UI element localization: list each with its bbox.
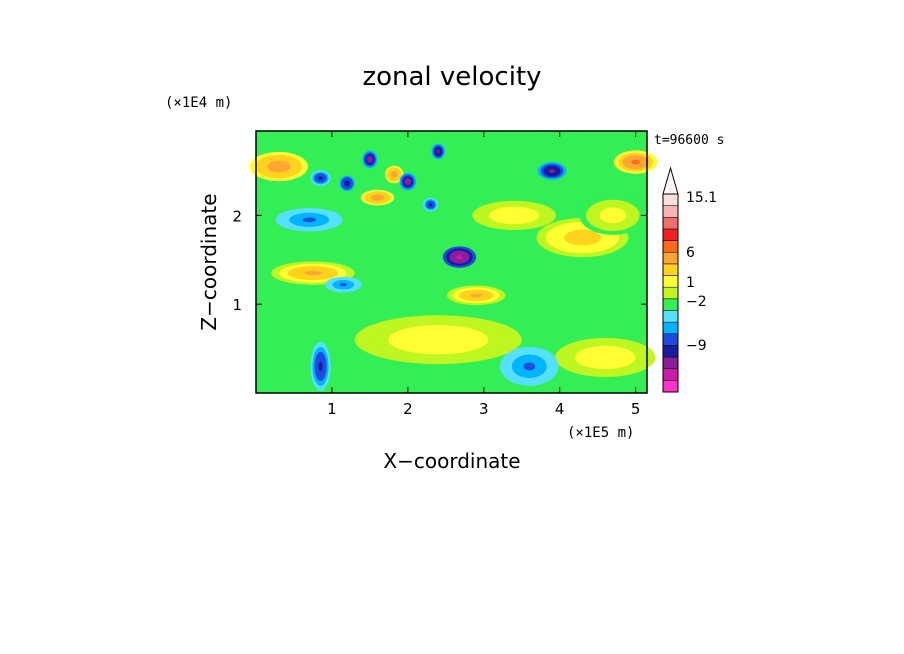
colorbar-swatch <box>662 263 679 276</box>
colorbar-swatch <box>662 333 679 346</box>
colorbar-label: −9 <box>686 338 707 354</box>
y-tick-label: 1 <box>232 296 242 314</box>
contour-band <box>406 179 410 184</box>
field-feature <box>324 276 362 293</box>
colorbar-swatch <box>662 298 679 311</box>
colorbar-swatch <box>662 368 679 381</box>
field-feature <box>360 189 395 206</box>
contour-band <box>595 353 616 362</box>
field-feature <box>446 285 506 306</box>
field-feature <box>555 337 656 378</box>
field-feature <box>442 246 477 268</box>
plot-area <box>249 130 658 394</box>
y-axis-ticks: 12 <box>232 207 647 314</box>
colorbar-frame <box>662 193 679 393</box>
field-feature <box>537 162 567 180</box>
field-features <box>249 143 658 391</box>
x-tick-label: 5 <box>631 400 641 418</box>
x-axis-ticks: 1 2 3 4 5 <box>327 131 640 418</box>
colorbar-arrow <box>662 166 679 195</box>
colorbar-swatch <box>662 228 679 241</box>
contour-band <box>429 203 433 207</box>
colorbar-swatch <box>662 251 679 265</box>
y-axis-label: Z−coordinate <box>197 193 221 330</box>
contour-band <box>505 212 523 219</box>
colorbar-label: 15.1 <box>686 190 717 206</box>
x-tick-label: 4 <box>555 400 565 418</box>
colorbar-swatch <box>662 193 679 206</box>
field-feature <box>310 170 331 186</box>
chart-title: zonal velocity <box>362 62 541 92</box>
field-feature <box>500 346 559 386</box>
contour-band <box>272 163 285 170</box>
contour-band <box>631 159 640 165</box>
colorbar-swatch <box>662 286 679 300</box>
field-feature <box>275 208 343 232</box>
field-feature <box>423 197 439 212</box>
contour-band <box>368 157 372 162</box>
contour-band <box>339 283 347 287</box>
contour-band <box>523 362 536 371</box>
contour-band <box>456 254 463 260</box>
contour-band <box>318 361 323 372</box>
field-feature <box>613 150 658 174</box>
time-label: t=96600 s <box>654 133 724 148</box>
colorbar-swatch <box>662 356 679 369</box>
x-axis-label: X−coordinate <box>383 449 520 473</box>
field-feature <box>431 143 445 160</box>
field-feature <box>399 172 417 191</box>
contour-band <box>304 270 322 276</box>
contour-band <box>421 334 455 345</box>
field-feature <box>362 150 378 169</box>
contour-band <box>392 172 397 177</box>
colorbar-swatch <box>662 205 679 218</box>
y-tick-label: 2 <box>232 207 242 225</box>
field-feature <box>472 200 556 231</box>
colorbar-swatch <box>662 217 679 230</box>
contour-band <box>573 233 592 242</box>
field-feature <box>384 165 404 184</box>
colorbar-swatch <box>662 310 679 323</box>
field-feature <box>354 315 522 365</box>
x-tick-label: 1 <box>327 400 337 418</box>
contour-band <box>374 196 381 200</box>
contour-band <box>470 293 483 298</box>
contour-band <box>436 149 440 153</box>
colorbar-label: 6 <box>686 245 695 261</box>
y-unit-label: (×1E4 m) <box>165 95 232 111</box>
colorbar-swatch <box>662 275 679 288</box>
contour-band <box>606 211 620 220</box>
field-feature <box>310 341 331 391</box>
colorbar: 15.1 6 1 −2 −9 <box>662 166 717 393</box>
contour-band <box>549 169 555 173</box>
plot-frame <box>255 130 648 394</box>
contour-band <box>318 176 323 180</box>
contour-band <box>345 181 349 185</box>
colorbar-swatch <box>662 240 679 253</box>
x-unit-label: (×1E5 m) <box>567 425 634 441</box>
x-tick-label: 2 <box>403 400 413 418</box>
field-feature <box>339 175 355 192</box>
colorbar-swatch <box>662 380 679 393</box>
x-tick-label: 3 <box>479 400 489 418</box>
field-feature <box>579 195 647 235</box>
colorbar-label: 1 <box>686 275 695 291</box>
field-feature <box>249 151 309 182</box>
colorbar-label: −2 <box>686 294 707 310</box>
contour-band <box>302 217 316 223</box>
colorbar-swatch <box>662 321 679 335</box>
colorbar-swatch <box>662 345 679 358</box>
